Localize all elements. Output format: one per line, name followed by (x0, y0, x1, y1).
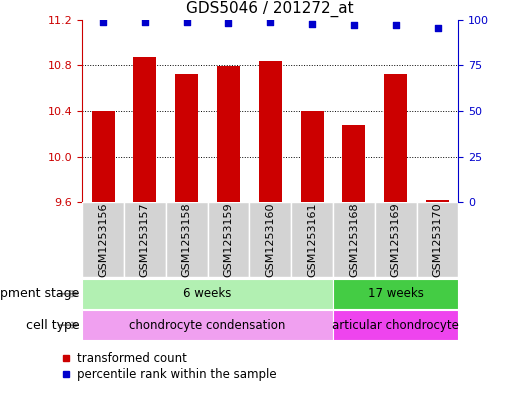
Text: GSM1253159: GSM1253159 (224, 202, 234, 277)
Bar (250, 202, 291, 277)
Bar (417, 202, 458, 277)
Bar (426, 200, 449, 202)
Point (99, 19, 107, 26)
Bar (333, 202, 375, 277)
Point (434, 25, 442, 31)
Bar (301, 111, 324, 202)
Title: GDS5046 / 201272_at: GDS5046 / 201272_at (187, 1, 354, 17)
Bar (82, 310, 333, 340)
Bar (124, 202, 166, 277)
Bar (342, 125, 365, 202)
Bar (92, 111, 114, 202)
Text: GSM1253158: GSM1253158 (182, 202, 192, 277)
Point (266, 19, 275, 26)
Text: GSM1253170: GSM1253170 (432, 202, 443, 277)
Point (350, 22, 358, 28)
Bar (333, 279, 458, 309)
Point (182, 19, 191, 26)
Bar (82, 279, 333, 309)
Bar (217, 66, 240, 202)
Bar (175, 74, 198, 202)
Text: chondrocyte condensation: chondrocyte condensation (129, 319, 286, 332)
Text: GSM1253161: GSM1253161 (307, 202, 317, 277)
Text: 6 weeks: 6 weeks (183, 287, 232, 300)
Text: GSM1253157: GSM1253157 (140, 202, 150, 277)
Point (224, 19, 233, 26)
Bar (208, 202, 250, 277)
Text: GSM1253168: GSM1253168 (349, 202, 359, 277)
Bar (134, 57, 156, 202)
Text: GSM1253169: GSM1253169 (391, 202, 401, 277)
Text: GSM1253156: GSM1253156 (98, 202, 108, 277)
Bar (291, 202, 333, 277)
Point (392, 22, 400, 28)
Bar (384, 74, 407, 202)
Point (308, 20, 316, 27)
Text: articular chondrocyte: articular chondrocyte (332, 319, 459, 332)
Text: cell type: cell type (26, 319, 80, 332)
Bar (82, 202, 124, 277)
Bar (375, 202, 417, 277)
Bar (259, 61, 282, 202)
Legend: transformed count, percentile rank within the sample: transformed count, percentile rank withi… (61, 352, 277, 381)
Bar (166, 202, 208, 277)
Text: GSM1253160: GSM1253160 (266, 202, 275, 277)
Text: development stage: development stage (0, 287, 80, 300)
Text: 17 weeks: 17 weeks (368, 287, 423, 300)
Bar (333, 310, 458, 340)
Point (140, 19, 149, 25)
